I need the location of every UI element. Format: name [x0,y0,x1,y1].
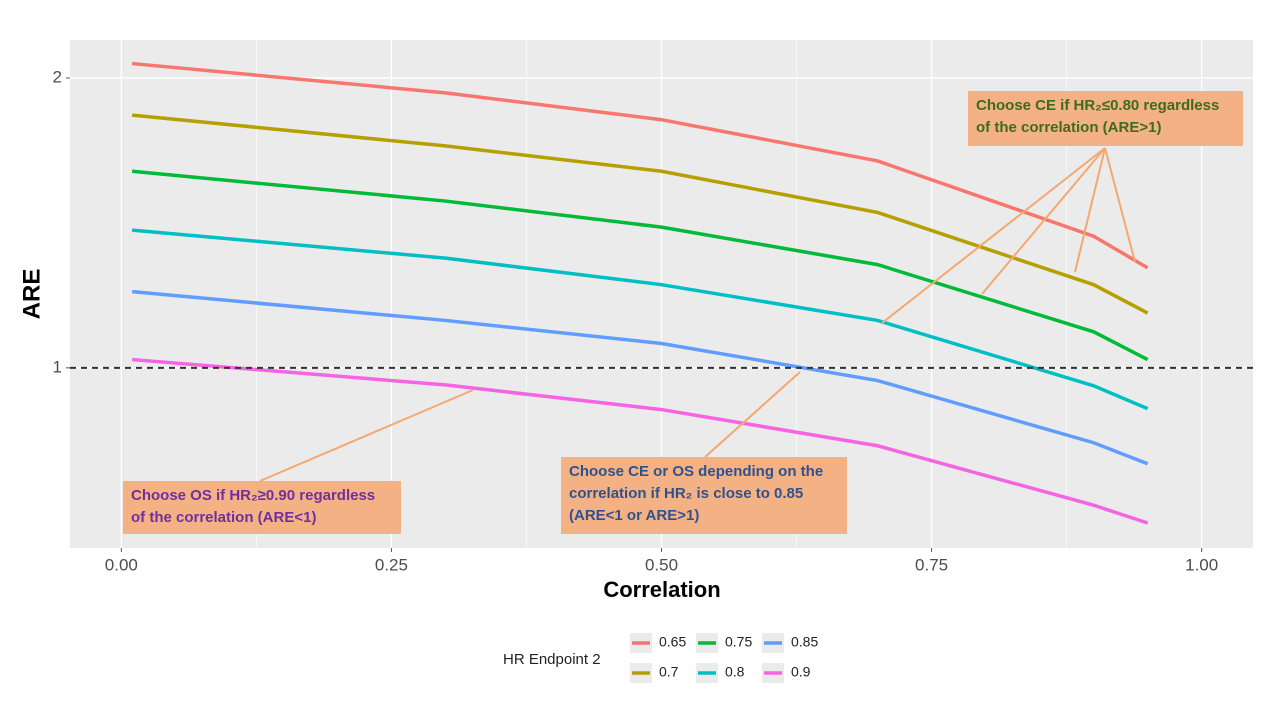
legend-label: 0.75 [725,634,752,650]
line [131,61,1149,270]
line [131,169,1149,362]
y-tick-label: 1 [53,357,62,376]
line [131,228,1149,411]
x-axis-title: Correlation [603,577,720,602]
x-tick-label: 0.75 [915,555,948,574]
x-tick-label: 0.50 [645,555,678,574]
arrow [981,147,1106,295]
arrow [259,389,474,482]
arrow [1074,147,1106,273]
arrow [704,371,801,458]
legend-label: 0.65 [659,634,686,650]
annotation: Choose CE if HR₂≤0.80 regardless of the … [968,91,1243,146]
y-axis-title: ARE [18,269,45,320]
line [131,357,1149,525]
annotation: Choose CE or OS depending on the correla… [561,457,847,534]
line [131,113,1149,315]
x-tick-label: 0.25 [375,555,408,574]
x-tick-label: 0.00 [105,555,138,574]
arrow [1104,147,1136,263]
legend-label: 0.85 [791,634,818,650]
legend-title: HR Endpoint 2 [503,651,601,668]
arrow [881,147,1106,324]
x-tick-label: 1.00 [1185,555,1218,574]
legend-label: 0.8 [725,664,745,680]
y-tick-label: 2 [53,67,62,86]
line [131,289,1149,466]
legend-label: 0.9 [791,664,811,680]
arrows [259,147,1136,482]
legend-label: 0.7 [659,664,679,680]
annotation: Choose OS if HR₂≥0.90 regardless of the … [123,481,401,534]
